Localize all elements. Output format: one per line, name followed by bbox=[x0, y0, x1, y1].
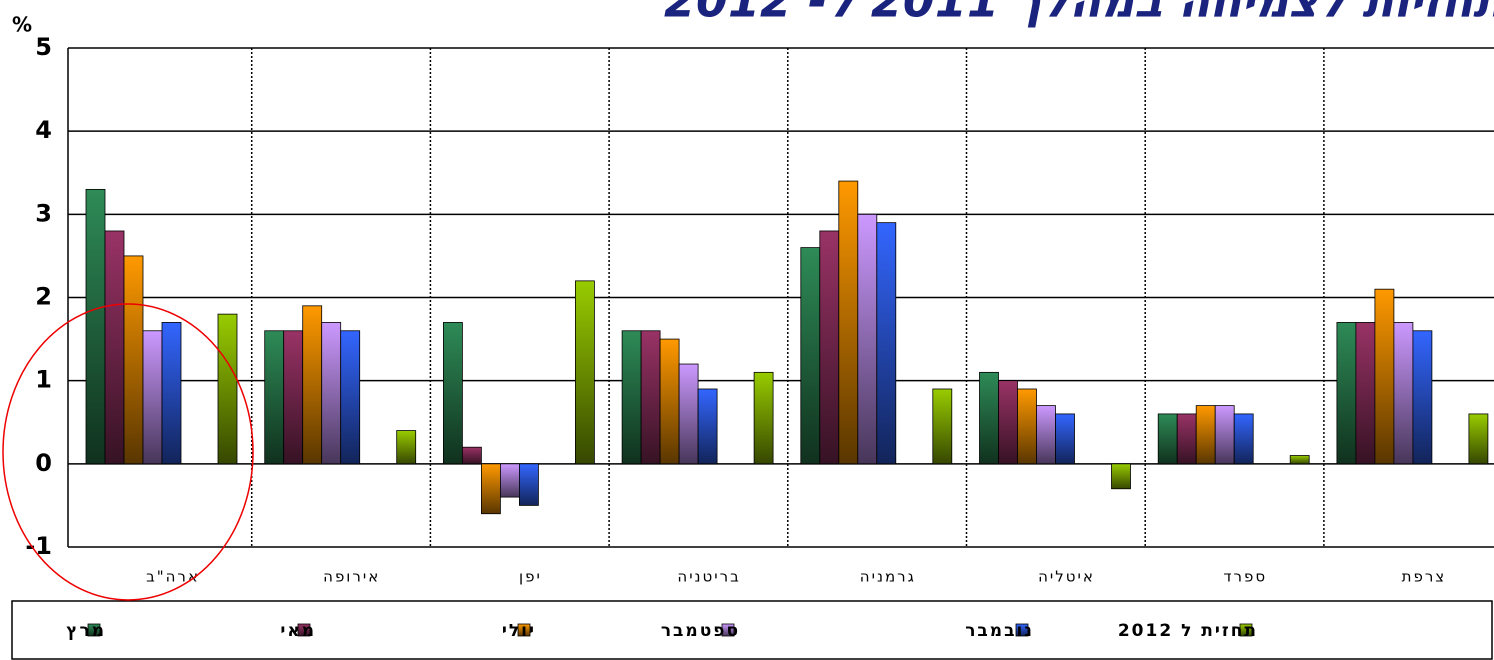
legend-label: תחזית ל 2012 bbox=[1118, 621, 1258, 641]
bar bbox=[161, 322, 182, 465]
legend-label: יולי bbox=[502, 621, 536, 641]
x-tick-label: ארה"ב bbox=[146, 568, 200, 586]
bar bbox=[753, 371, 774, 465]
bar bbox=[104, 230, 125, 465]
legend-label: נובמבר bbox=[965, 621, 1034, 641]
bar bbox=[85, 188, 106, 465]
legend-label: מאי bbox=[280, 621, 316, 641]
legend-swatch bbox=[297, 623, 311, 637]
legend-box bbox=[11, 600, 1493, 660]
legend-swatch bbox=[87, 623, 101, 637]
x-tick-label: ספרד bbox=[1223, 568, 1267, 586]
bar bbox=[1233, 413, 1254, 465]
bar bbox=[998, 380, 1018, 465]
bar bbox=[857, 213, 878, 465]
x-tick-label: צרפת bbox=[1402, 568, 1447, 586]
bar bbox=[283, 330, 304, 465]
bar bbox=[1355, 322, 1376, 465]
bar bbox=[480, 463, 501, 515]
bar bbox=[1374, 288, 1395, 465]
y-tick-label: 2 bbox=[35, 283, 52, 311]
legend-swatch bbox=[721, 623, 735, 637]
bar bbox=[1055, 413, 1075, 465]
bar bbox=[1289, 455, 1310, 465]
x-tick-label: גרמניה bbox=[860, 568, 916, 586]
bar bbox=[1336, 322, 1357, 465]
bar bbox=[1468, 413, 1489, 465]
chart-title: התחזיות לצמיחה במהלך 2011 ל- 2012 bbox=[664, 0, 1494, 28]
bar bbox=[838, 180, 859, 465]
bar bbox=[442, 322, 463, 465]
bar bbox=[1176, 413, 1197, 465]
bar bbox=[876, 222, 897, 465]
x-tick-label: בריטניה bbox=[677, 568, 740, 586]
legend-swatch bbox=[517, 623, 531, 637]
y-tick-label: 0 bbox=[35, 449, 52, 477]
bar bbox=[697, 388, 718, 465]
x-tick-label: אירופה bbox=[323, 568, 380, 586]
bar bbox=[461, 446, 482, 465]
y-axis-label: % bbox=[12, 13, 32, 37]
bar bbox=[123, 255, 144, 465]
bar bbox=[819, 230, 840, 465]
bar bbox=[621, 330, 642, 465]
legend-swatch bbox=[1015, 623, 1029, 637]
legend-label: ספטמבר bbox=[661, 621, 740, 641]
x-tick-label: יפן bbox=[519, 568, 542, 586]
bar bbox=[1157, 413, 1178, 465]
bar bbox=[932, 388, 953, 465]
bar bbox=[575, 280, 595, 465]
legend-swatch bbox=[1239, 623, 1253, 637]
bar bbox=[321, 322, 342, 465]
bar bbox=[1036, 405, 1056, 465]
bar bbox=[217, 313, 238, 465]
y-tick-label: 4 bbox=[35, 116, 52, 144]
bar bbox=[1393, 322, 1414, 465]
bar bbox=[499, 463, 520, 498]
bar bbox=[1412, 330, 1433, 465]
legend-label: מרץ bbox=[66, 621, 106, 641]
bar bbox=[1017, 388, 1037, 465]
bar bbox=[302, 305, 323, 465]
bar bbox=[340, 330, 361, 465]
x-tick-label: איטליה bbox=[1038, 568, 1095, 586]
bar bbox=[678, 363, 699, 465]
bar bbox=[519, 463, 539, 506]
bar bbox=[142, 330, 163, 465]
bar bbox=[1111, 463, 1131, 490]
y-tick-label: 1 bbox=[35, 366, 52, 394]
y-tick-label: 3 bbox=[35, 199, 52, 227]
highlight-ellipse bbox=[2, 303, 254, 601]
y-tick-label: 5 bbox=[35, 33, 52, 61]
bar bbox=[264, 330, 285, 465]
bar bbox=[1214, 405, 1235, 465]
bar bbox=[800, 247, 821, 465]
bar bbox=[1195, 405, 1216, 465]
bar bbox=[640, 330, 661, 465]
bar bbox=[979, 371, 999, 465]
bar bbox=[396, 430, 417, 465]
bar bbox=[659, 338, 680, 465]
